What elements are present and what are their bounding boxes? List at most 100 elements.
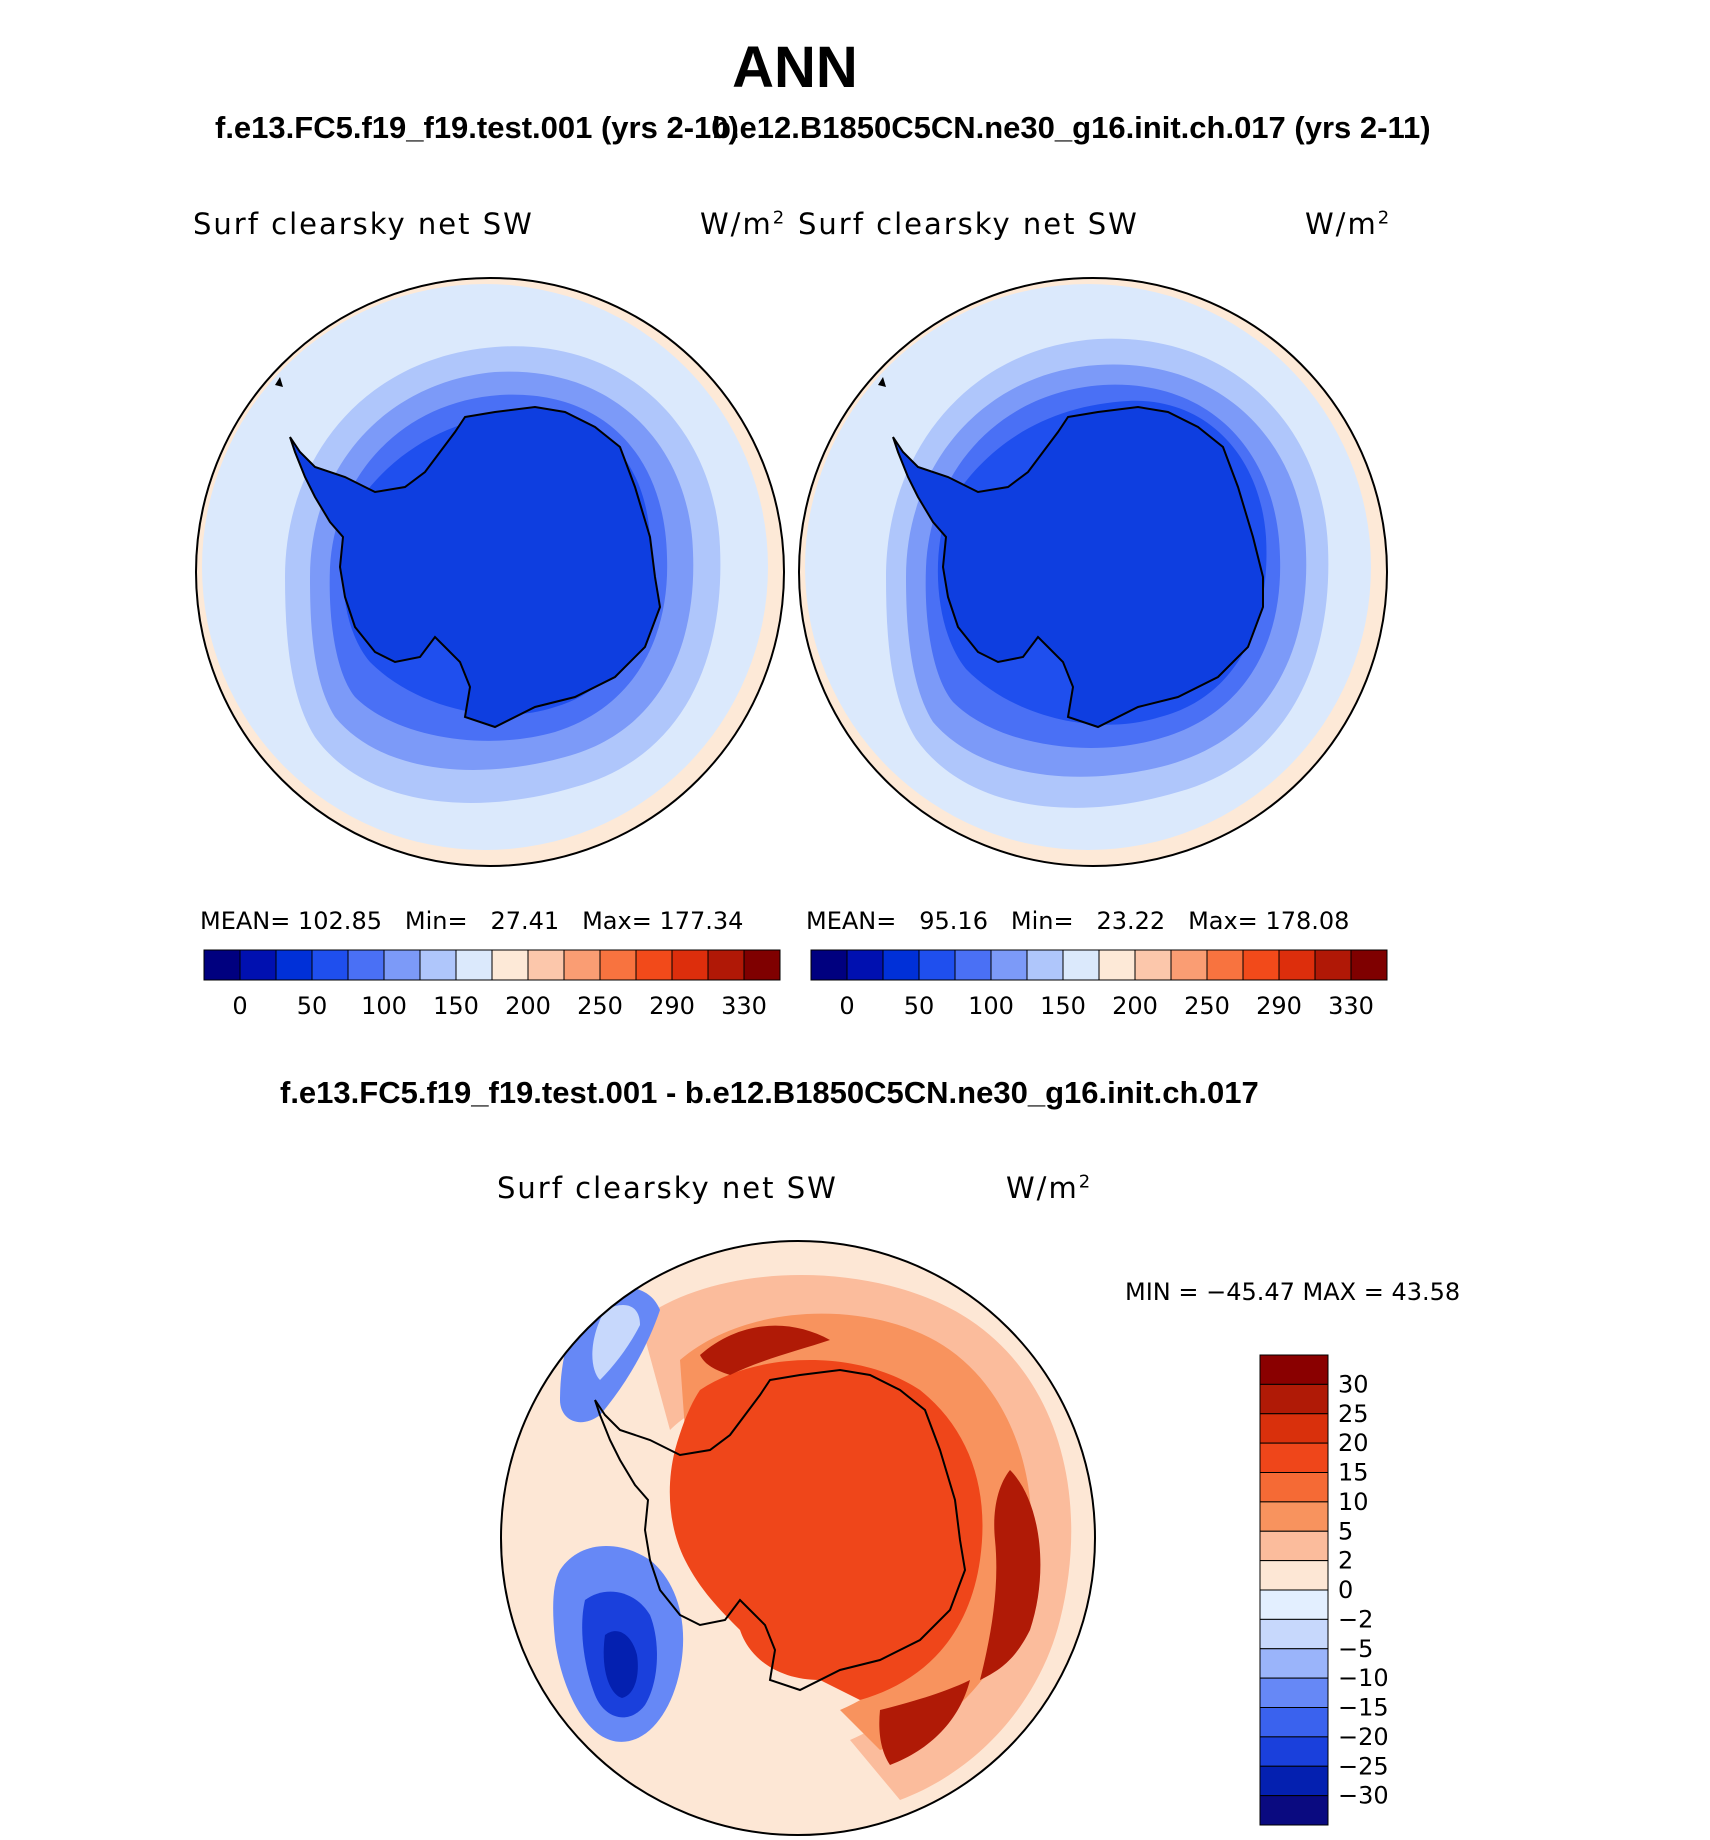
difference-colorbar-swatch-7 <box>1259 1560 1329 1591</box>
left-colorbar-swatch-7 <box>455 949 493 981</box>
left-colorbar-swatch-8 <box>491 949 529 981</box>
diff-warm-core <box>669 1360 983 1700</box>
left-colorbar-swatch-3 <box>311 949 349 981</box>
right-colorbar-swatch-6 <box>1026 949 1064 981</box>
left-colorbar: 0 50 100 150 200 250 290 330 <box>203 949 781 1020</box>
right-colorbar-swatch-2 <box>882 949 920 981</box>
left-colorbar-tick-label: 250 <box>577 992 623 1020</box>
difference-colorbar-tick-label: −15 <box>1338 1694 1389 1722</box>
right-colorbar-tick-label: 330 <box>1328 992 1374 1020</box>
left-case-title: f.e13.FC5.f19_f19.test.001 (yrs 2-10) <box>215 110 739 145</box>
antarctica-coastline <box>289 405 662 729</box>
difference-colorbar-swatch-8 <box>1259 1589 1329 1620</box>
diff-cool-light <box>592 1305 640 1380</box>
diff-variable-label: Surf clearsky net SW <box>497 1171 838 1205</box>
right-colorbar-swatch-11 <box>1206 949 1244 981</box>
map-border <box>195 277 785 867</box>
map-border <box>500 1240 1096 1836</box>
difference-polar-map <box>500 1240 1096 1836</box>
island-mark <box>275 377 283 387</box>
difference-colorbar-tick-label: 10 <box>1338 1488 1369 1516</box>
right-colorbar: 0 50 100 150 200 250 290 330 <box>810 949 1388 1020</box>
diff-hot-spot <box>700 1325 830 1375</box>
difference-colorbar-tick-label: 2 <box>1338 1547 1353 1575</box>
right-colorbar-swatch-5 <box>990 949 1028 981</box>
left-colorbar-swatch-10 <box>563 949 601 981</box>
right-polar-map <box>798 277 1388 867</box>
difference-colorbar-swatch-9 <box>1259 1618 1329 1650</box>
diff-coldest <box>603 1631 638 1698</box>
difference-colorbar-tick-label: 5 <box>1338 1517 1353 1545</box>
diff-hot-spot <box>980 1470 1041 1680</box>
difference-title: f.e13.FC5.f19_f19.test.001 - b.e12.B1850… <box>280 1075 1259 1110</box>
antarctica-coastline <box>594 1368 967 1692</box>
right-units-label: W/m2 <box>1305 207 1392 241</box>
left-colorbar-swatch-5 <box>383 949 421 981</box>
difference-colorbar-tick-label: 20 <box>1338 1429 1369 1457</box>
island-mark <box>210 417 220 432</box>
difference-colorbar-swatch-5 <box>1259 1501 1329 1532</box>
difference-colorbar-swatch-13 <box>1259 1736 1329 1767</box>
right-colorbar-swatch-4 <box>954 949 992 981</box>
difference-colorbar-swatch-3 <box>1259 1442 1329 1473</box>
left-polar-map <box>195 277 785 867</box>
diff-hot-spot <box>879 1680 970 1765</box>
island-mark <box>813 417 823 432</box>
left-colorbar-swatch-2 <box>275 949 313 981</box>
difference-colorbar-swatch-11 <box>1259 1677 1329 1708</box>
difference-colorbar-swatch-6 <box>1259 1530 1329 1562</box>
left-colorbar-tick-label: 290 <box>649 992 695 1020</box>
left-colorbar-swatch-11 <box>599 949 637 981</box>
difference-colorbar-tick-label: −2 <box>1338 1605 1373 1633</box>
right-colorbar-swatch-7 <box>1062 949 1100 981</box>
left-colorbar-tick-label: 100 <box>361 992 407 1020</box>
left-colorbar-tick-label: 0 <box>232 992 247 1020</box>
difference-colorbar-swatch-1 <box>1259 1383 1329 1415</box>
island-mark <box>878 377 886 387</box>
right-colorbar-tick-label: 290 <box>1256 992 1302 1020</box>
left-colorbar-swatch-1 <box>239 949 277 981</box>
difference-colorbar-swatch-15 <box>1259 1795 1329 1826</box>
diff-minmax: MIN = −45.47 MAX = 43.58 <box>1125 1278 1461 1306</box>
difference-colorbar-tick-label: 0 <box>1338 1576 1353 1604</box>
right-variable-label: Surf clearsky net SW <box>798 207 1139 241</box>
right-colorbar-swatch-14 <box>1314 949 1352 981</box>
right-colorbar-swatch-9 <box>1134 949 1172 981</box>
left-colorbar-tick-label: 50 <box>297 992 328 1020</box>
difference-colorbar-swatch-12 <box>1259 1707 1329 1738</box>
difference-colorbar-tick-label: −30 <box>1338 1782 1389 1810</box>
difference-colorbar-swatch-0 <box>1259 1354 1329 1385</box>
right-colorbar-swatch-15 <box>1350 949 1388 981</box>
difference-colorbar-tick-label: −20 <box>1338 1723 1389 1751</box>
left-colorbar-swatch-13 <box>671 949 709 981</box>
left-colorbar-swatch-4 <box>347 949 385 981</box>
right-colorbar-tick-label: 150 <box>1040 992 1086 1020</box>
right-stats: MEAN= 95.16 Min= 23.22 Max= 178.08 <box>806 907 1350 935</box>
difference-colorbar-swatch-2 <box>1259 1413 1329 1444</box>
left-colorbar-swatch-0 <box>203 949 241 981</box>
page-title: ANN <box>732 35 858 100</box>
difference-colorbar-tick-label: −25 <box>1338 1752 1389 1780</box>
difference-colorbar-swatch-4 <box>1259 1472 1329 1503</box>
right-colorbar-swatch-1 <box>846 949 884 981</box>
left-colorbar-tick-label: 330 <box>721 992 767 1020</box>
right-colorbar-tick-label: 100 <box>968 992 1014 1020</box>
right-colorbar-tick-label: 200 <box>1112 992 1158 1020</box>
left-colorbar-swatch-9 <box>527 949 565 981</box>
right-colorbar-swatch-8 <box>1098 949 1136 981</box>
left-colorbar-swatch-15 <box>743 949 781 981</box>
left-units-label: W/m2 <box>700 207 787 241</box>
left-colorbar-swatch-14 <box>707 949 745 981</box>
difference-colorbar-swatch-10 <box>1259 1648 1329 1679</box>
left-colorbar-swatch-6 <box>419 949 457 981</box>
left-colorbar-swatch-12 <box>635 949 673 981</box>
right-colorbar-swatch-0 <box>810 949 848 981</box>
left-stats: MEAN= 102.85 Min= 27.41 Max= 177.34 <box>200 907 744 935</box>
antarctica-coastline <box>892 405 1264 729</box>
difference-colorbar-swatch-14 <box>1259 1765 1329 1797</box>
difference-colorbar-tick-label: 15 <box>1338 1459 1369 1487</box>
right-colorbar-swatch-10 <box>1170 949 1208 981</box>
difference-colorbar-tick-label: −5 <box>1338 1635 1373 1663</box>
right-colorbar-swatch-3 <box>918 949 956 981</box>
